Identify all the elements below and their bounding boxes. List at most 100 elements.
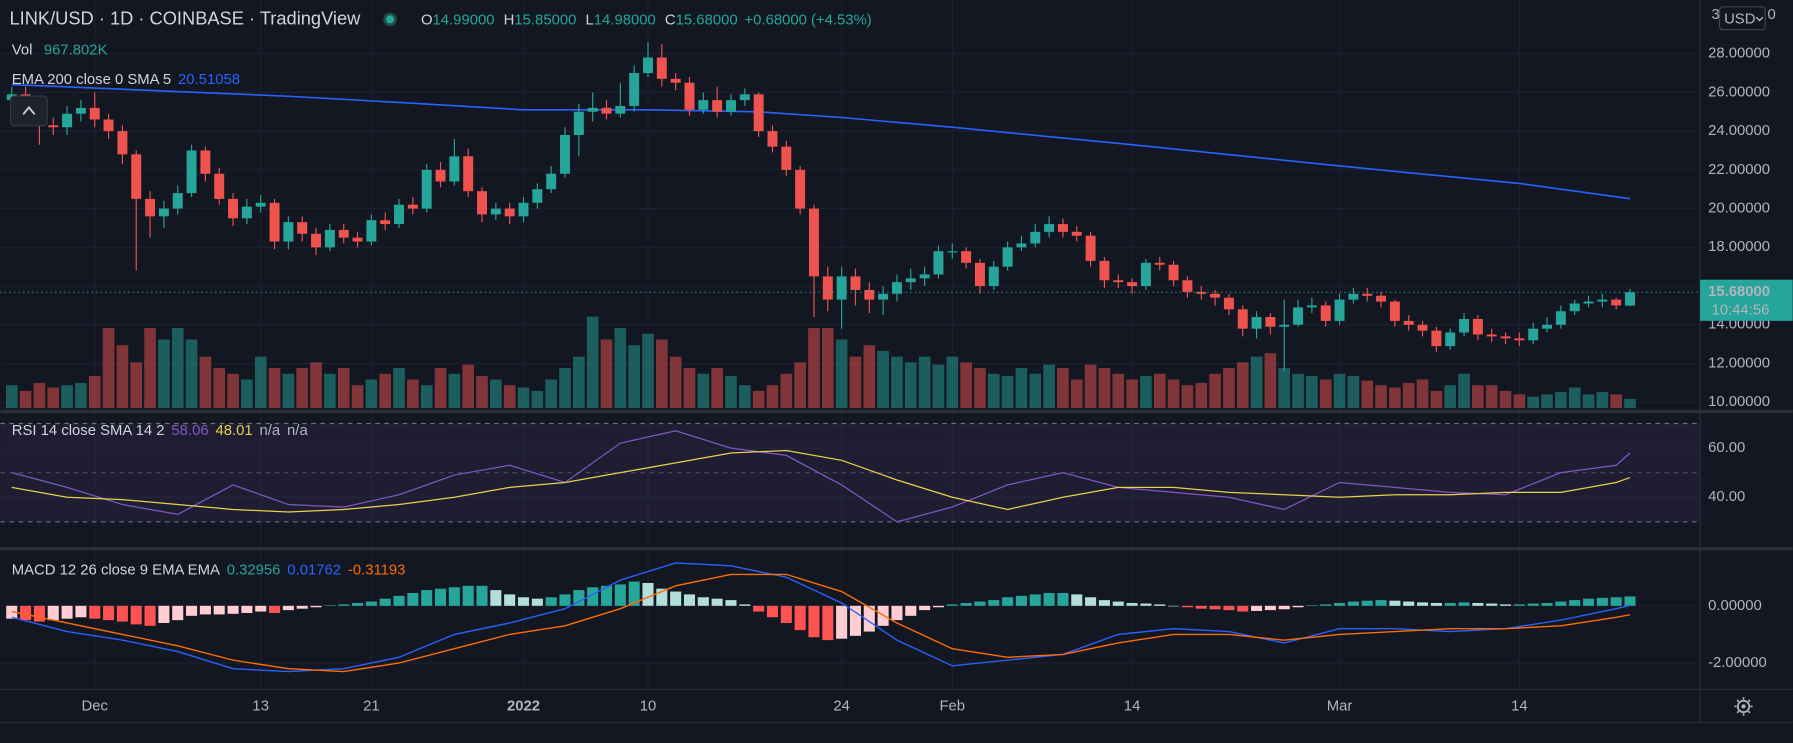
macd-histogram-bar [1458, 602, 1470, 606]
macd-histogram-bar [1430, 602, 1442, 606]
candle-body [504, 208, 515, 217]
currency-button[interactable]: USD [1718, 6, 1766, 31]
volume-bar [642, 333, 654, 409]
volume-bar [1292, 373, 1304, 409]
candle-body [214, 173, 225, 199]
y-tick-label: 40.00 [1708, 489, 1745, 505]
x-tick-label: Feb [939, 698, 965, 714]
candle-body [1085, 235, 1096, 261]
volume-bar [130, 362, 143, 409]
legend-value: 48.01 [215, 423, 252, 439]
candle-body [311, 233, 322, 248]
macd-histogram-bar [421, 590, 433, 606]
candle-body [1625, 292, 1635, 306]
candle-body [1376, 295, 1387, 302]
macd-histogram-bar [1444, 602, 1456, 606]
status-dot [386, 15, 395, 24]
collapse-button[interactable] [10, 95, 48, 127]
volume-bar [296, 368, 309, 409]
macd-histogram-bar [739, 604, 751, 606]
volume-bar [586, 316, 599, 409]
ohlc-label: C [665, 12, 676, 28]
legend-label: EMA 200 close 0 SMA 5 [12, 72, 171, 88]
macd-histogram-bar [628, 581, 640, 606]
legend-value: -0.31193 [348, 562, 406, 578]
candle-body [1044, 224, 1055, 232]
ohlc-label: H [504, 12, 515, 28]
volume-bar [448, 373, 461, 409]
candle-body [338, 229, 349, 238]
candle-body [324, 229, 335, 248]
candle-body [546, 173, 557, 190]
macd-histogram-bar [988, 600, 1000, 606]
volume-bar [1347, 376, 1360, 409]
volume-bar [1195, 382, 1208, 409]
volume-bar [1610, 394, 1622, 409]
candle-body [643, 57, 653, 74]
macd-histogram-bar [822, 605, 834, 641]
candle-body [781, 146, 792, 170]
macd-histogram-bar [172, 605, 184, 621]
volume-bar [766, 385, 779, 409]
legend-value: 0.32956 [227, 562, 281, 578]
macd-histogram-bar [1541, 602, 1553, 606]
volume-bar [1306, 376, 1318, 409]
macd-histogram-bar [1486, 603, 1498, 606]
volume-bar [1430, 390, 1443, 409]
volume-bar [1389, 387, 1401, 409]
volume-legend: Vol 967.802K [12, 42, 108, 58]
candle-body [1071, 231, 1082, 236]
candle-body [629, 73, 640, 106]
volume-bar [877, 350, 889, 409]
volume-bar [1568, 387, 1581, 409]
macd-histogram-bar [1209, 605, 1221, 610]
volume-bar [88, 376, 101, 409]
macd-histogram-bar [891, 605, 903, 621]
candle-body [1154, 262, 1165, 265]
macd-histogram-bar [227, 605, 239, 614]
currency-box[interactable] [1718, 6, 1766, 31]
macd-histogram-bar [656, 588, 668, 606]
candle-body [158, 208, 169, 217]
candle-body [255, 202, 266, 207]
volume-bar [808, 328, 820, 409]
macd-histogram-bar [352, 602, 364, 606]
candle-body [739, 94, 750, 101]
candle-body [1002, 247, 1013, 267]
macd-line [11, 573, 1631, 673]
candle-body [1597, 299, 1608, 302]
volume-bar [476, 376, 488, 409]
candle-body [269, 202, 280, 242]
candle-body [103, 119, 114, 132]
macd-histogram-bar [1098, 600, 1110, 606]
currency-caret[interactable] [1755, 16, 1764, 22]
candle-body [1362, 293, 1373, 296]
x-tick-label: 14 [1511, 698, 1528, 714]
legend-value: 20.51058 [178, 72, 240, 88]
settings-gear[interactable] [1734, 697, 1753, 716]
candle-body [172, 193, 183, 209]
candle-body [435, 169, 446, 182]
candle-body [767, 131, 778, 147]
volume-bar [490, 379, 502, 409]
macd-histogram-bar [849, 605, 861, 636]
macd-histogram-bar [1389, 600, 1401, 606]
candle-body [421, 169, 432, 209]
candle-body [477, 191, 487, 215]
candle-body [1569, 303, 1580, 312]
macd-histogram-bar [1610, 597, 1622, 606]
macd-histogram-bar [600, 585, 613, 606]
candle-body [1514, 338, 1525, 341]
candle-body [1472, 318, 1483, 335]
macd-legend: MACD 12 26 close 9 EMA EMA 0.32956 0.01762… [12, 562, 406, 578]
volume-bar [987, 373, 1000, 409]
candle-body [490, 208, 501, 215]
candle-body [75, 107, 86, 114]
volume-bar [241, 379, 253, 409]
currency[interactable]: USD [1724, 11, 1756, 27]
legend-value: 58.06 [171, 423, 208, 439]
y-tick-label: -2.00000 [1708, 655, 1767, 671]
macd-histogram-bar [1015, 595, 1027, 606]
macd-histogram-bar [974, 601, 986, 606]
macd-histogram-bar [338, 604, 350, 606]
